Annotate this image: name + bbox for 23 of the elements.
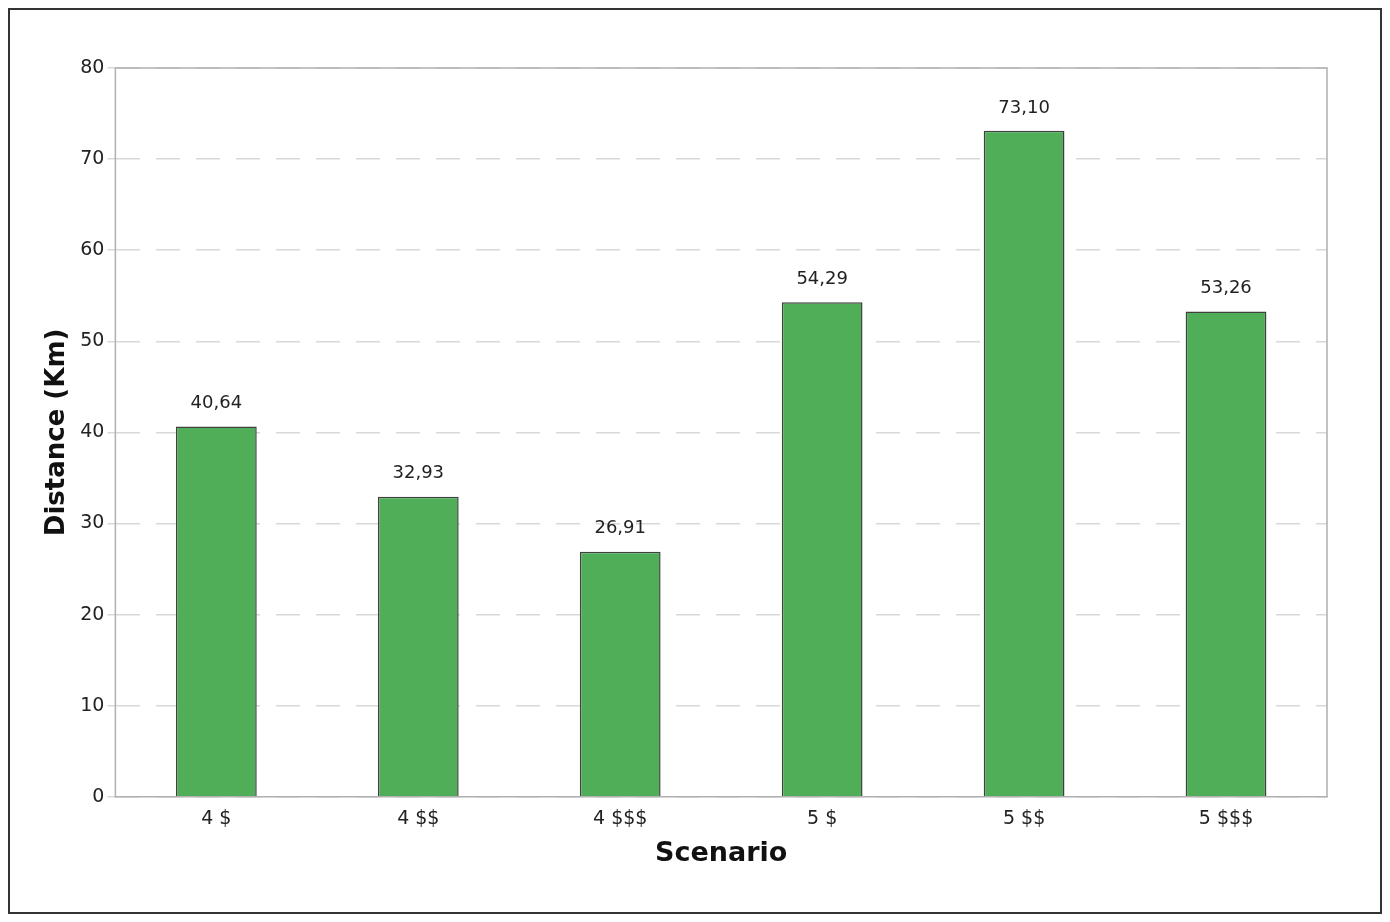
y-tick-label: 0 xyxy=(92,783,105,806)
y-axis-title: Distance (Km) xyxy=(40,328,71,537)
y-tick-label: 10 xyxy=(80,692,105,715)
y-tick-label: 50 xyxy=(80,328,105,351)
x-axis-title: Scenario xyxy=(655,835,788,867)
y-tick-label: 40 xyxy=(80,419,105,442)
y-tick-label: 20 xyxy=(80,601,105,624)
y-tick-label: 30 xyxy=(80,510,105,533)
x-tick-label: 5 $$$ xyxy=(1198,806,1254,829)
x-tick-label: 4 $$ xyxy=(397,806,440,829)
data-label: 73,10 xyxy=(998,95,1050,117)
x-tick-label: 5 $$ xyxy=(1002,806,1046,829)
y-tick-label: 60 xyxy=(80,237,105,260)
data-label: 54,29 xyxy=(796,266,848,288)
x-tick-label: 5 $ xyxy=(807,806,838,829)
x-tick-label: 4 $$$ xyxy=(593,806,648,829)
data-label: 32,93 xyxy=(392,461,445,483)
y-tick-label: 70 xyxy=(80,146,105,169)
y-tick-label: 80 xyxy=(80,54,105,77)
data-label: 53,26 xyxy=(1200,276,1252,298)
data-label: 26,91 xyxy=(594,516,646,538)
data-label: 40,64 xyxy=(190,391,243,413)
x-tick-label: 4 $ xyxy=(201,806,232,829)
